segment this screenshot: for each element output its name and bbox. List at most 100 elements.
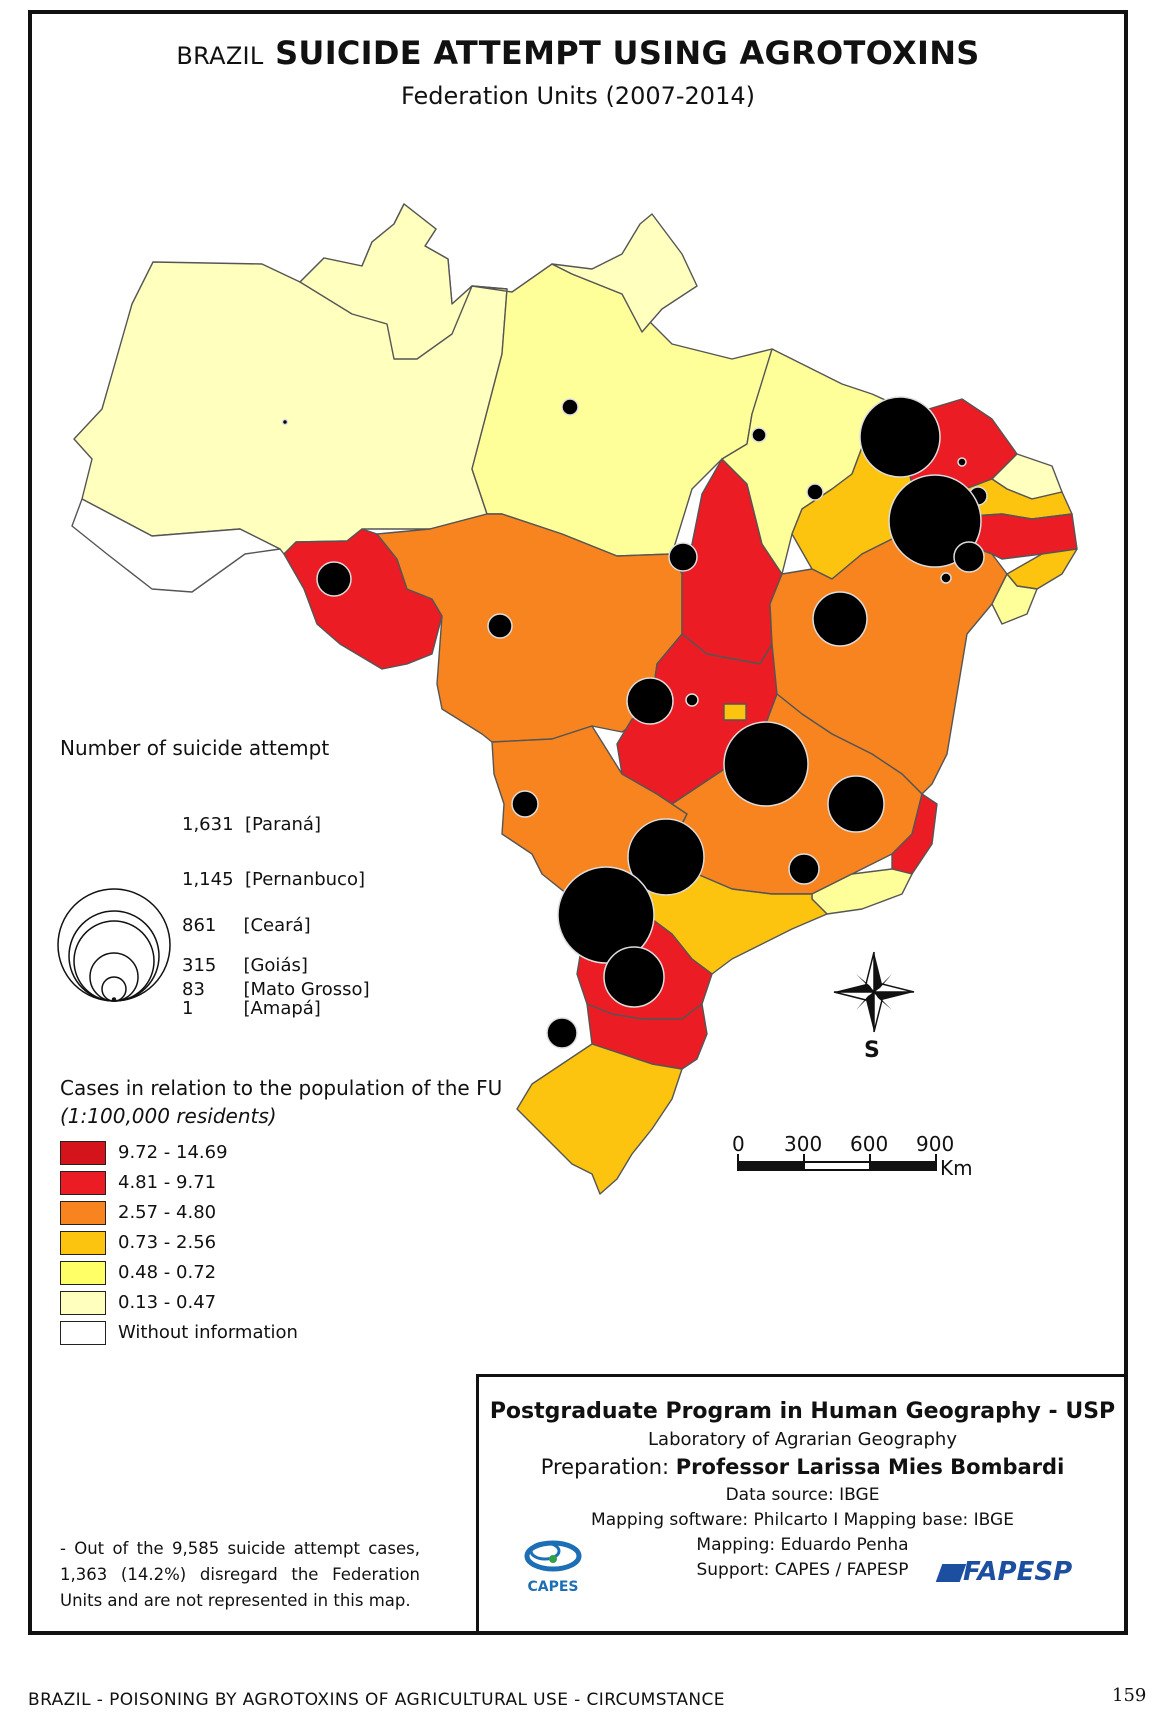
circle-legend-item: 861 [Ceará] bbox=[182, 915, 311, 936]
attempt-count-circle bbox=[316, 561, 352, 597]
credits-preparation: Preparation: Professor Larissa Mies Bomb… bbox=[479, 1455, 1124, 1479]
legend-size-circle bbox=[73, 920, 155, 1002]
credits-mapping: Mapping: Eduardo Penha bbox=[696, 1535, 909, 1555]
rate-legend-subheading: (1:100,000 residents) bbox=[60, 1104, 277, 1128]
legend-value: 1,631 bbox=[182, 814, 234, 835]
capes-logo-icon bbox=[524, 1540, 582, 1572]
attempt-count-circle bbox=[806, 483, 824, 501]
compass-rose-icon bbox=[833, 951, 915, 1033]
legend-swatch bbox=[60, 1141, 106, 1165]
state-sergipe bbox=[991, 573, 1038, 625]
scale-tick: 900 bbox=[916, 1132, 955, 1156]
legend-swatch bbox=[60, 1321, 106, 1345]
title-main: SUICIDE ATTEMPT USING AGROTOXINS bbox=[275, 34, 980, 72]
state-roraima bbox=[299, 203, 473, 360]
legend-value: 861 bbox=[182, 915, 217, 936]
map-subtitle: Federation Units (2007-2014) bbox=[401, 82, 755, 110]
credits-box: Postgraduate Program in Human Geography … bbox=[476, 1374, 1124, 1631]
attempt-count-circle bbox=[859, 396, 941, 478]
legend-swatch bbox=[60, 1261, 106, 1285]
legend-swatch bbox=[60, 1291, 106, 1315]
footnote: - Out of the 9,585 suicide attempt cases… bbox=[60, 1539, 420, 1610]
credits-software: Mapping software: Philcarto I Mapping ba… bbox=[591, 1510, 1014, 1530]
attempt-count-circle bbox=[627, 818, 705, 896]
rate-legend-heading: Cases in relation to the population of t… bbox=[60, 1076, 503, 1100]
legend-swatch-label: 0.73 - 2.56 bbox=[118, 1232, 217, 1253]
legend-size-circle bbox=[68, 910, 160, 1002]
legend-value: 1,145 bbox=[182, 869, 234, 890]
state-acre bbox=[71, 498, 281, 593]
fapesp-logo: FAPESP bbox=[935, 1557, 1073, 1587]
attempt-count-circle bbox=[723, 721, 809, 807]
credits-data-source: Data source: IBGE bbox=[725, 1485, 880, 1505]
attempt-count-circle bbox=[827, 775, 885, 833]
legend-state: [Mato Grosso] bbox=[243, 979, 370, 1000]
circle-legend-item: 83 [Mato Grosso] bbox=[182, 979, 370, 1000]
map-title: BRAZIL SUICIDE ATTEMPT USING AGROTOXINS bbox=[32, 34, 1124, 72]
attempt-count-circle bbox=[557, 866, 655, 964]
legend-state: [Ceará] bbox=[243, 915, 311, 936]
attempt-count-circle bbox=[546, 1017, 578, 1049]
scale-tick: 0 bbox=[732, 1132, 745, 1156]
legend-swatch-label: 2.57 - 4.80 bbox=[118, 1202, 217, 1223]
attempt-count-circle bbox=[511, 790, 539, 818]
preparation-name: Professor Larissa Mies Bombardi bbox=[675, 1455, 1065, 1479]
legend-state: [Amapá] bbox=[243, 998, 321, 1019]
legend-swatch-label: 4.81 - 9.71 bbox=[118, 1172, 217, 1193]
circle-legend-item: 1,145 [Pernanbuco] bbox=[182, 869, 365, 890]
compass-label: S bbox=[864, 1038, 880, 1063]
legend-swatch-label: 0.13 - 0.47 bbox=[118, 1292, 217, 1313]
page-number: 159 bbox=[1112, 1685, 1147, 1706]
legend-size-circle bbox=[111, 997, 117, 1002]
fapesp-logo-text: FAPESP bbox=[963, 1557, 1073, 1587]
scale-bar bbox=[737, 1154, 937, 1171]
attempt-count-circle bbox=[668, 542, 698, 572]
attempt-count-circle bbox=[487, 613, 513, 639]
brazil-map bbox=[57, 203, 1078, 1195]
capes-logo-text: CAPES bbox=[527, 1579, 579, 1595]
scale-tick: 300 bbox=[784, 1132, 823, 1156]
attempt-count-circle bbox=[603, 946, 665, 1008]
circle-legend-item: 1,631 [Paraná] bbox=[182, 814, 321, 835]
legend-value: 315 bbox=[182, 955, 217, 976]
credits-lab: Laboratory of Agrarian Geography bbox=[648, 1429, 957, 1450]
attempt-count-circle bbox=[953, 541, 985, 573]
legend-swatch bbox=[60, 1201, 106, 1225]
circle-legend-heading: Number of suicide attempt bbox=[60, 736, 330, 760]
scale-tick: 600 bbox=[850, 1132, 889, 1156]
fapesp-mark-icon bbox=[935, 1564, 967, 1582]
attempt-count-circle bbox=[685, 693, 699, 707]
legend-swatch bbox=[60, 1171, 106, 1195]
legend-state: [Paraná] bbox=[244, 814, 321, 835]
attempt-count-circle bbox=[751, 427, 767, 443]
scale-unit: Km bbox=[940, 1156, 973, 1180]
legend-value: 1 bbox=[182, 998, 194, 1019]
credits-support: Support: CAPES / FAPESP bbox=[696, 1560, 909, 1580]
circle-legend-item: 315 [Goiás] bbox=[182, 955, 308, 976]
legend-swatch-label: Without information bbox=[118, 1322, 298, 1343]
preparation-label: Preparation: bbox=[540, 1455, 670, 1479]
circle-legend-item: 1 [Amapá] bbox=[182, 998, 321, 1019]
page-footer: BRAZIL - POISONING BY AGROTOXINS OF AGRI… bbox=[28, 1690, 725, 1710]
attempt-count-circle bbox=[788, 853, 820, 885]
legend-value: 83 bbox=[182, 979, 205, 1000]
attempt-count-circle bbox=[281, 418, 289, 426]
legend-swatch-label: 0.48 - 0.72 bbox=[118, 1262, 217, 1283]
state-amapa bbox=[551, 213, 698, 333]
attempt-count-circle bbox=[561, 398, 579, 416]
legend-state: [Goiás] bbox=[243, 955, 308, 976]
map-frame: BRAZIL SUICIDE ATTEMPT USING AGROTOXINS … bbox=[28, 10, 1128, 1635]
legend-swatch bbox=[60, 1231, 106, 1255]
legend-state: [Pernanbuco] bbox=[244, 869, 365, 890]
credits-program: Postgraduate Program in Human Geography … bbox=[489, 1399, 1116, 1424]
attempt-count-circle bbox=[626, 677, 674, 725]
legend-size-circle bbox=[57, 888, 171, 1002]
attempt-count-circle bbox=[812, 591, 868, 647]
legend-swatch-label: 9.72 - 14.69 bbox=[118, 1142, 228, 1163]
title-prefix: BRAZIL bbox=[176, 42, 264, 70]
attempt-count-circle bbox=[957, 457, 967, 467]
state-rio-grande-do-sul bbox=[516, 1043, 683, 1195]
attempt-count-circle bbox=[940, 572, 952, 584]
attempt-count-circle bbox=[888, 474, 982, 568]
capes-logo: CAPES bbox=[517, 1537, 589, 1595]
